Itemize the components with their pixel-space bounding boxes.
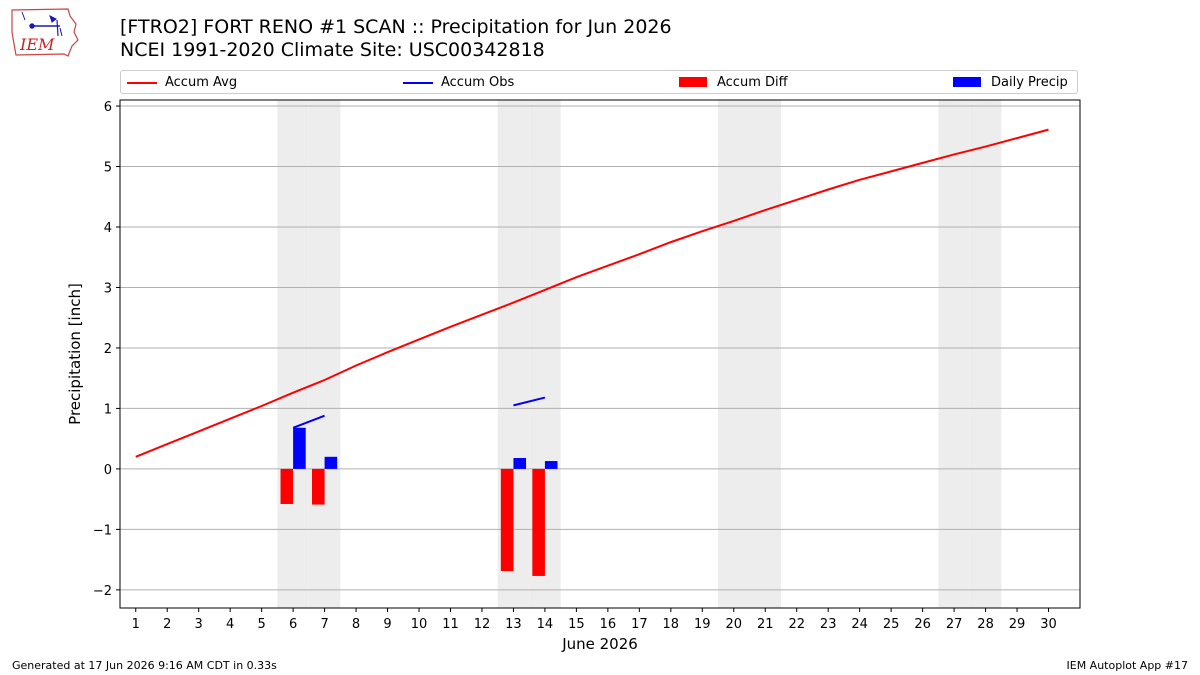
- tick-label-y: 6: [104, 100, 112, 115]
- iowa-state-outline: [11, 8, 79, 57]
- y-gridlines: [120, 105, 1080, 591]
- line-accum-avg: [135, 128, 1049, 458]
- chart-legend: Accum Avg Accum Obs Accum Diff Daily Pre…: [120, 70, 1078, 94]
- tick-label-x: 23: [820, 617, 837, 632]
- tick-label-x: 10: [411, 617, 428, 632]
- tick-label-x: 17: [631, 617, 648, 632]
- legend-swatch-accum-diff: [679, 77, 707, 87]
- tick-label-y: −2: [93, 584, 112, 599]
- tick-label-x: 8: [352, 617, 360, 632]
- tick-label-x: 13: [505, 617, 522, 632]
- bar-accum-diff-day-7: [312, 468, 325, 505]
- x-axis-label: June 2026: [561, 635, 638, 653]
- bar-daily-precip-day-7: [324, 456, 338, 469]
- legend-swatch-accum-avg: [127, 82, 157, 84]
- tick-label-x: 14: [537, 617, 554, 632]
- tick-label-x: 6: [289, 617, 297, 632]
- legend-label-accum-avg: Accum Avg: [165, 75, 238, 90]
- bar-daily-precip-day-6: [293, 427, 306, 469]
- y-axis-ticks: −2 −1 0 1 2 3 4 5 6: [93, 100, 120, 599]
- legend-label-accum-obs: Accum Obs: [441, 75, 515, 90]
- tick-label-x: 19: [694, 617, 711, 632]
- weekend-shading: [277, 100, 1002, 608]
- tick-label-y: 5: [104, 161, 112, 176]
- iem-logo: IEM: [11, 8, 79, 57]
- bar-accum-diff-day-6: [280, 468, 294, 504]
- line-accum-obs-segment-1: [513, 396, 546, 407]
- weekend-band-21: [749, 100, 781, 608]
- lines: [135, 128, 1049, 458]
- y-axis-label: Precipitation [inch]: [66, 283, 84, 425]
- tick-label-x: 1: [132, 617, 140, 632]
- tick-label-x: 3: [195, 617, 203, 632]
- tick-label-x: 26: [914, 617, 931, 632]
- tick-label-y: −1: [93, 523, 112, 538]
- legend-label-accum-diff: Accum Diff: [717, 75, 788, 90]
- tick-label-x: 28: [977, 617, 994, 632]
- tick-label-x: 24: [851, 617, 868, 632]
- tick-label-x: 12: [474, 617, 491, 632]
- tick-label-x: 18: [663, 617, 680, 632]
- tick-label-x: 20: [725, 617, 742, 632]
- bar-accum-diff-day-14: [532, 468, 545, 576]
- legend-swatch-daily-precip: [953, 77, 981, 87]
- legend-label-daily-precip: Daily Precip: [991, 75, 1068, 90]
- tick-label-y: 3: [104, 281, 112, 296]
- generated-timestamp: Generated at 17 Jun 2026 9:16 AM CDT in …: [12, 659, 277, 672]
- tick-label-x: 22: [788, 617, 805, 632]
- weekend-band-6: [277, 100, 309, 608]
- tick-label-y: 4: [104, 221, 112, 236]
- weekend-band-28: [969, 100, 1002, 608]
- tick-label-y: 0: [104, 463, 112, 478]
- bars: [280, 427, 558, 576]
- chart-title: [FTRO2] FORT RENO #1 SCAN :: Precipitati…: [120, 16, 672, 38]
- bar-daily-precip-day-14: [544, 461, 558, 469]
- tick-label-x: 15: [568, 617, 585, 632]
- bar-daily-precip-day-13: [513, 458, 527, 469]
- tick-label-x: 29: [1009, 617, 1026, 632]
- tick-label-y: 2: [104, 342, 112, 357]
- weekend-band-20: [718, 100, 750, 608]
- legend-swatch-accum-obs: [403, 82, 433, 84]
- tick-label-x: 30: [1040, 617, 1057, 632]
- logo-text: IEM: [19, 35, 55, 54]
- weekend-band-7: [308, 100, 341, 608]
- x-axis-ticks: 1 2 3 4 5 6 7 8 9 10 11 12 13 14 15 16 17 18 19 20 21 22 23 24 2…: [132, 608, 1057, 632]
- tick-label-x: 5: [257, 617, 265, 632]
- tick-label-x: 4: [226, 617, 234, 632]
- bar-accum-diff-day-13: [500, 468, 514, 572]
- weather-station-icon: [21, 11, 63, 37]
- tick-label-x: 2: [163, 617, 171, 632]
- tick-label-x: 9: [383, 617, 391, 632]
- tick-label-x: 21: [757, 617, 774, 632]
- tick-label-x: 11: [442, 617, 459, 632]
- autoplot-app-id: IEM Autoplot App #17: [1066, 659, 1189, 672]
- tick-label-y: 1: [104, 402, 112, 417]
- tick-label-x: 25: [883, 617, 900, 632]
- weekend-band-27: [938, 100, 970, 608]
- tick-label-x: 7: [320, 617, 328, 632]
- chart-subtitle: NCEI 1991-2020 Climate Site: USC00342818: [120, 39, 545, 61]
- tick-label-x: 27: [946, 617, 963, 632]
- line-accum-obs-segment-0: [292, 414, 325, 429]
- plot-frame: [119, 99, 1081, 609]
- tick-label-x: 16: [600, 617, 617, 632]
